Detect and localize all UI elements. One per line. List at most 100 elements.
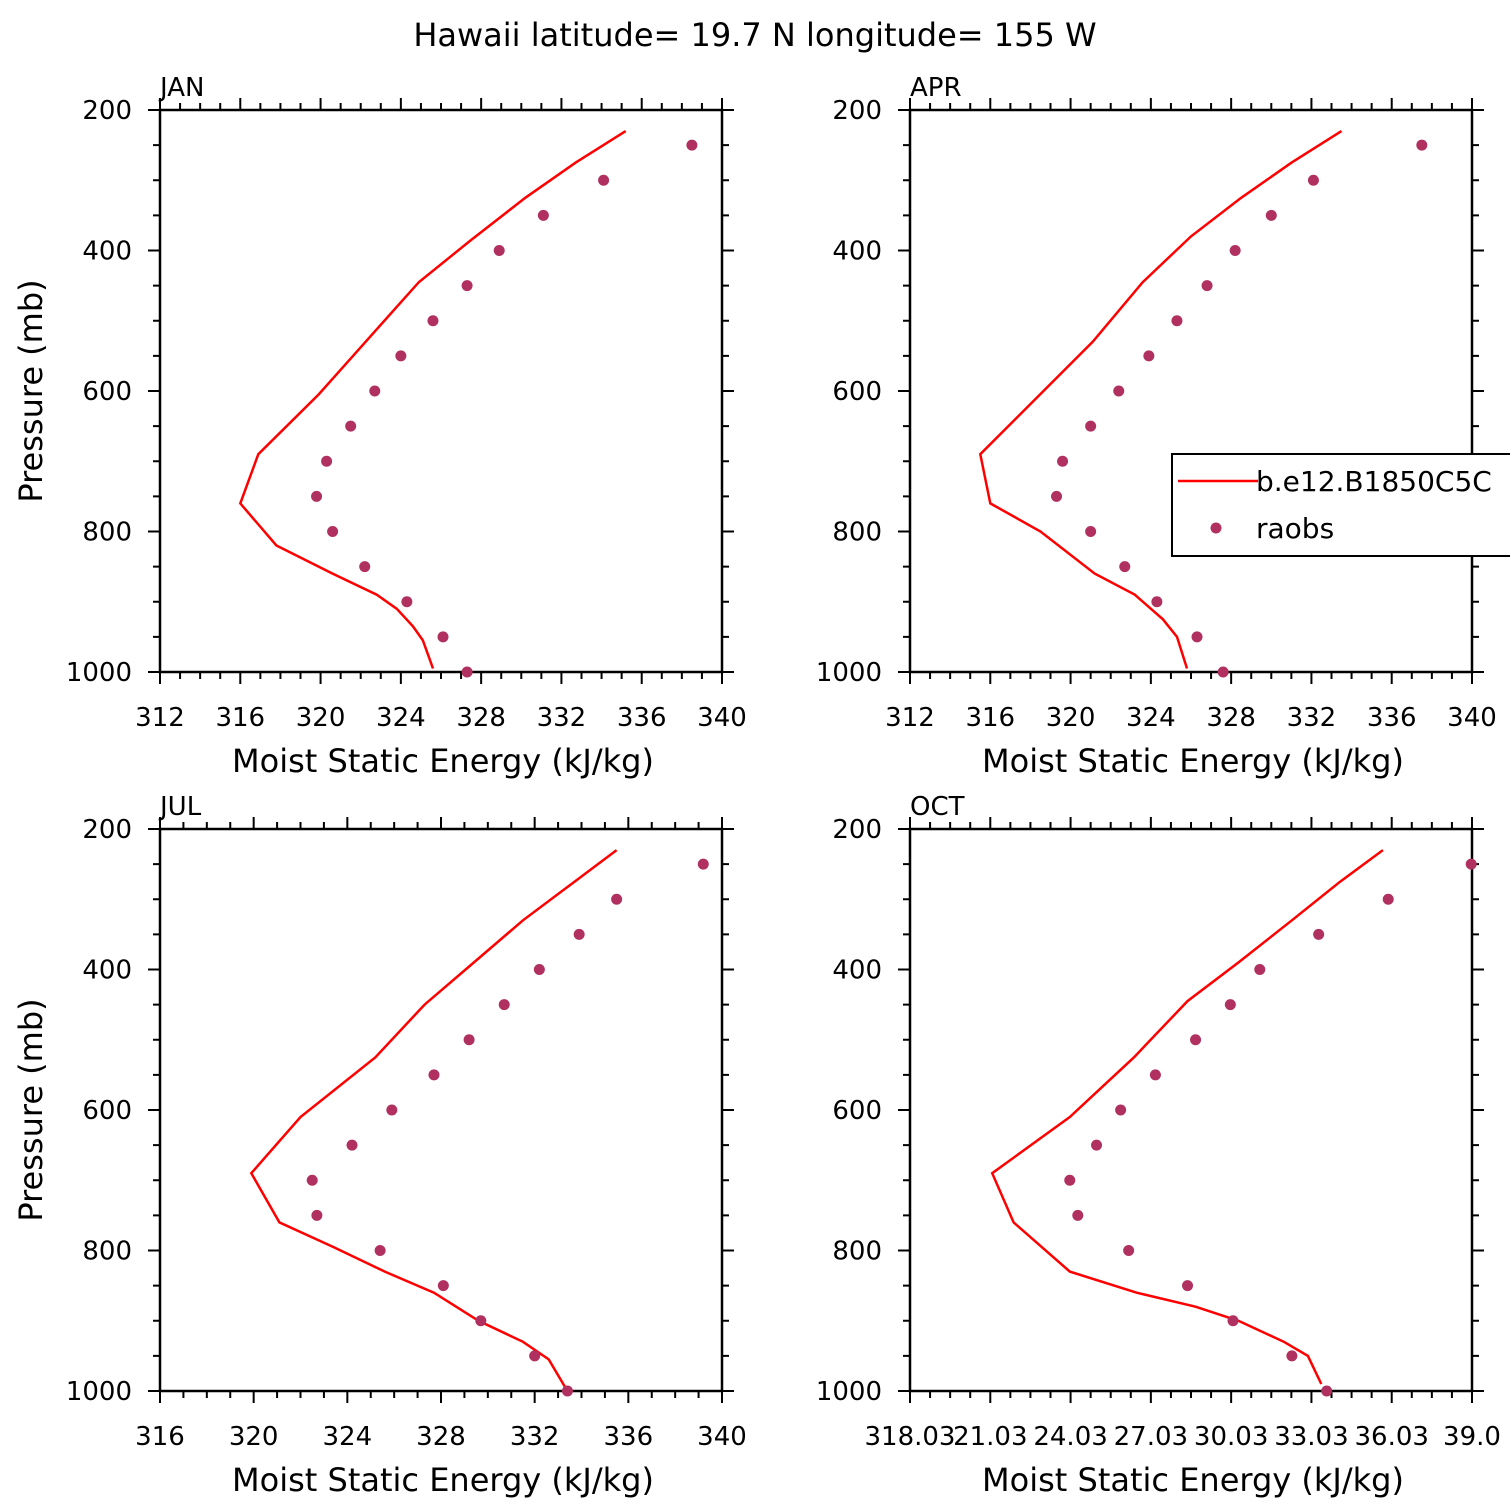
legend-marker-swatch: [1210, 522, 1222, 534]
raobs-point: [463, 1034, 475, 1046]
raobs-point: [498, 999, 510, 1011]
raobs-point: [386, 1104, 398, 1116]
y-tick-label: 200: [82, 96, 132, 126]
x-tick-label: 324: [323, 1422, 373, 1452]
series-line-model: [249, 849, 618, 1392]
raobs-point: [533, 964, 545, 975]
y-tick-label: 800: [82, 1237, 132, 1267]
raobs-point: [697, 858, 709, 870]
raobs-point: [311, 1209, 323, 1221]
x-tick-label: 328: [1206, 703, 1256, 733]
raobs-point: [573, 928, 585, 940]
raobs-point: [475, 1315, 487, 1327]
x-tick-label: 27.03: [1114, 1422, 1188, 1452]
legend-box: [1171, 453, 1510, 557]
y-axis-label: Pressure (mb): [12, 998, 50, 1221]
raobs-point: [1382, 893, 1394, 905]
panel-label: APR: [910, 73, 962, 103]
raobs-point: [1286, 1350, 1298, 1362]
raobs-point: [1143, 350, 1155, 362]
x-axis-label: Moist Static Energy (kJ/kg): [982, 742, 1404, 780]
raobs-point: [374, 1245, 386, 1256]
raobs-point: [428, 1069, 440, 1081]
raobs-point: [461, 280, 473, 292]
y-tick-label: 600: [82, 377, 132, 407]
y-tick-label: 800: [832, 518, 882, 548]
raobs-point: [537, 209, 549, 221]
panel-jul: JUL 316 320 324 328 332 336 340 200 400 600 800 1000…: [12, 792, 747, 1499]
panel-label: JUL: [158, 792, 202, 822]
panel-jan: JAN 312 316 320 324 328 332 336 340 200 400 600 800 1…: [12, 73, 747, 780]
y-tick-label: 1000: [66, 658, 132, 688]
raobs-point: [1085, 420, 1097, 432]
raobs-point: [1123, 1245, 1135, 1256]
plot-frame: [158, 827, 724, 1393]
x-tick-label: 320: [296, 703, 346, 733]
raobs-point: [321, 455, 333, 467]
series-line-model: [990, 849, 1384, 1385]
raobs-point: [1115, 1104, 1127, 1116]
x-tick-label: 21.03: [953, 1422, 1027, 1452]
y-tick-label: 600: [82, 1096, 132, 1126]
raobs-point: [1091, 1139, 1103, 1151]
raobs-point: [1265, 209, 1277, 221]
x-tick-label: 39.0: [1443, 1422, 1501, 1452]
raobs-point: [346, 1139, 358, 1151]
raobs-point: [1072, 1209, 1084, 1221]
x-tick-label: 340: [1447, 703, 1497, 733]
x-tick-label: 316: [965, 703, 1015, 733]
y-tick-label: 1000: [816, 658, 882, 688]
raobs-point: [1085, 526, 1097, 537]
x-axis-label: Moist Static Energy (kJ/kg): [982, 1461, 1404, 1499]
x-axis-label: Moist Static Energy (kJ/kg): [232, 1461, 654, 1499]
x-axis-label: Moist Static Energy (kJ/kg): [232, 742, 654, 780]
x-tick-label: 332: [1287, 703, 1337, 733]
x-tick-label: 320: [229, 1422, 279, 1452]
y-tick-label: 1000: [66, 1377, 132, 1407]
raobs-point: [1321, 1385, 1333, 1397]
raobs-point: [395, 350, 407, 362]
x-tick-label: 312: [135, 703, 185, 733]
raobs-point: [561, 1385, 573, 1397]
y-tick-label: 600: [832, 377, 882, 407]
y-tick-label: 200: [832, 815, 882, 845]
x-tick-label: 332: [510, 1422, 560, 1452]
x-tick-label: 332: [537, 703, 587, 733]
raobs-point: [1057, 455, 1069, 467]
raobs-point: [345, 420, 357, 432]
x-tick-label: 320: [1046, 703, 1096, 733]
y-tick-label: 400: [832, 237, 882, 267]
x-tick-label: 340: [697, 703, 747, 733]
plot-frame: [908, 108, 1474, 674]
x-tick-label: 324: [1126, 703, 1176, 733]
raobs-point: [1119, 561, 1131, 573]
raobs-point: [1051, 490, 1063, 502]
raobs-point: [359, 561, 371, 573]
x-tick-label: 324: [376, 703, 426, 733]
raobs-point: [327, 526, 339, 537]
raobs-point: [1229, 245, 1241, 256]
y-tick-label: 800: [82, 518, 132, 548]
raobs-point: [1254, 964, 1266, 975]
raobs-point: [611, 893, 623, 905]
x-tick-label: 336: [1367, 703, 1417, 733]
raobs-point: [1465, 858, 1477, 870]
x-tick-label: 33.03: [1274, 1422, 1348, 1452]
raobs-point: [529, 1350, 541, 1362]
figure-title: Hawaii latitude= 19.7 N longitude= 155 W: [413, 16, 1096, 54]
raobs-point: [1313, 928, 1325, 940]
panel-label: OCT: [910, 792, 965, 822]
raobs-point: [1149, 1069, 1161, 1081]
y-tick-label: 200: [82, 815, 132, 845]
raobs-point: [1201, 280, 1213, 292]
y-tick-label: 400: [832, 956, 882, 986]
series-line-model: [238, 130, 627, 669]
x-tick-label: 316: [135, 1422, 185, 1452]
raobs-point: [1171, 315, 1183, 327]
raobs-point: [401, 596, 413, 608]
raobs-point: [1151, 596, 1163, 608]
y-tick-label: 400: [82, 237, 132, 267]
x-tick-label: 30.03: [1194, 1422, 1268, 1452]
